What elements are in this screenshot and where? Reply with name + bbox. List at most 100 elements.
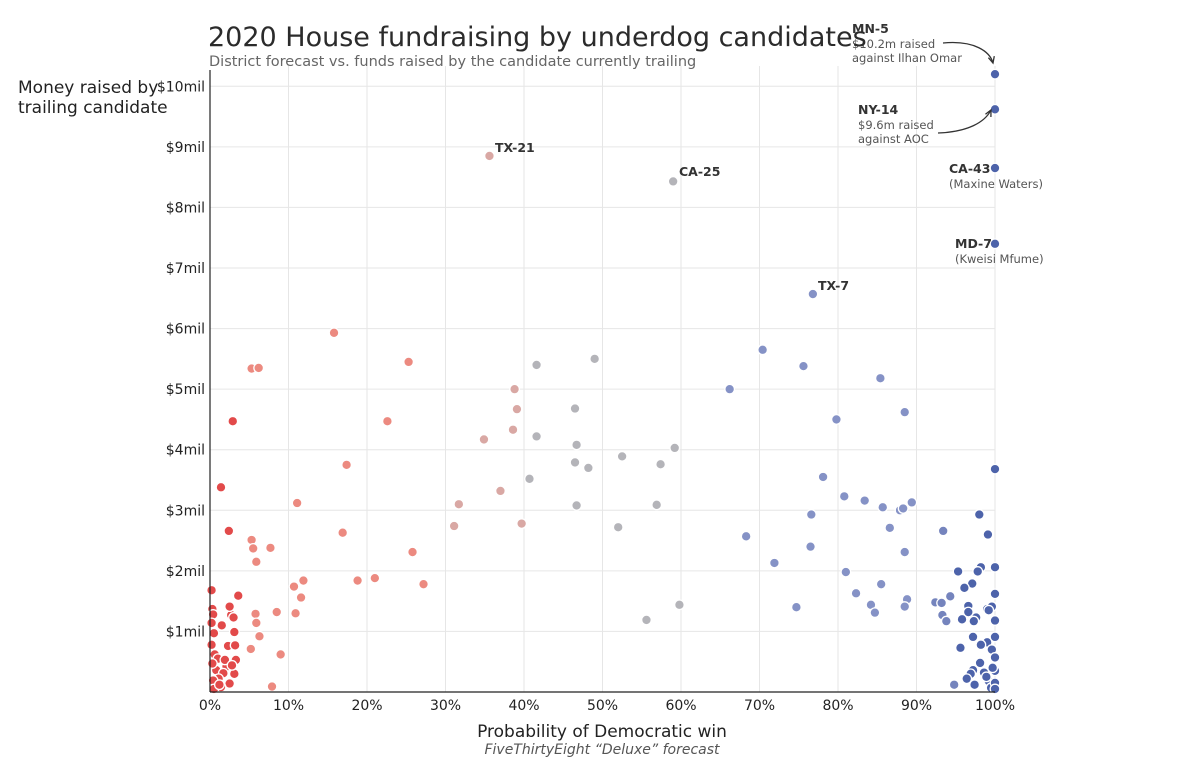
data-point xyxy=(968,615,980,627)
data-point xyxy=(874,372,886,384)
y-tick-label: $5mil xyxy=(166,382,205,398)
data-point xyxy=(969,679,981,691)
annotation-note: against AOC xyxy=(858,132,929,146)
data-point xyxy=(495,485,506,497)
data-point xyxy=(897,503,909,514)
data-point xyxy=(967,631,979,643)
data-point xyxy=(989,631,1001,643)
data-point xyxy=(229,639,241,651)
data-point xyxy=(509,383,521,395)
y-tick-label: $4mil xyxy=(166,443,205,459)
data-point xyxy=(507,424,519,436)
data-points xyxy=(206,68,1001,695)
data-point xyxy=(899,601,911,613)
data-point xyxy=(569,456,581,468)
data-point xyxy=(980,671,992,683)
data-point xyxy=(989,683,1001,695)
data-point xyxy=(531,359,543,371)
data-point xyxy=(213,679,225,691)
data-point xyxy=(805,541,816,553)
data-point xyxy=(807,288,819,300)
data-point xyxy=(962,606,974,618)
data-point xyxy=(328,327,340,339)
annotation-arrow xyxy=(937,109,992,134)
data-point xyxy=(850,587,862,599)
x-tick-label: 0% xyxy=(199,698,221,714)
data-point xyxy=(989,68,1001,80)
data-point xyxy=(944,590,956,602)
data-point xyxy=(817,471,829,483)
data-point xyxy=(290,607,302,619)
data-point xyxy=(341,459,353,471)
data-point xyxy=(989,162,1001,174)
x-tick-label: 20% xyxy=(351,698,382,714)
data-point xyxy=(989,463,1001,475)
data-point xyxy=(266,681,278,692)
data-point xyxy=(589,353,601,365)
data-point xyxy=(830,413,842,425)
annotation-label: CA-25 xyxy=(679,164,720,179)
data-point xyxy=(228,612,240,623)
annotation-label: TX-7 xyxy=(818,278,849,293)
data-point xyxy=(297,575,309,586)
y-tick-label: $8mil xyxy=(166,200,205,216)
data-point xyxy=(206,617,218,629)
annotation-label: CA-43 xyxy=(949,161,990,176)
data-point xyxy=(899,406,911,418)
chart-title: 2020 House fundraising by underdog candi… xyxy=(208,22,867,53)
data-point xyxy=(250,556,262,568)
data-point xyxy=(254,630,265,642)
data-point xyxy=(582,462,594,474)
data-point xyxy=(667,175,679,187)
y-tick-label: $7mil xyxy=(166,261,205,277)
data-point xyxy=(669,442,681,454)
data-point xyxy=(418,578,429,590)
data-point xyxy=(936,597,948,609)
data-point xyxy=(973,509,985,520)
source-note: FiveThirtyEight “Deluxe” forecast xyxy=(484,742,720,758)
data-point xyxy=(651,499,663,511)
data-point xyxy=(955,642,966,654)
data-point xyxy=(226,659,238,671)
grid xyxy=(210,66,996,692)
y-tick-label: $1mil xyxy=(166,624,205,640)
data-point xyxy=(224,601,236,613)
data-point xyxy=(869,607,881,619)
data-point xyxy=(673,599,685,611)
data-point xyxy=(569,403,581,414)
data-point xyxy=(798,360,809,372)
data-point xyxy=(271,606,283,618)
data-point xyxy=(524,473,535,485)
y-tick-label: $10mil xyxy=(157,79,205,95)
data-point xyxy=(206,584,218,596)
data-point xyxy=(884,522,896,534)
data-point xyxy=(453,498,465,510)
axes: 0% 10% 20% 30% 40% 50% 60% 70% 80% 90% 100% $1mil $2… xyxy=(157,70,1015,714)
annotation-note: $9.6m raised xyxy=(858,118,934,132)
annotation-label: NY-14 xyxy=(858,102,899,117)
data-point xyxy=(291,497,303,509)
data-point xyxy=(228,626,240,638)
data-point xyxy=(275,648,287,660)
data-point xyxy=(223,525,235,537)
y-axis-label-line-1: Money raised by xyxy=(18,78,158,98)
data-point xyxy=(381,415,393,427)
data-point xyxy=(206,639,218,651)
data-point xyxy=(369,572,381,584)
data-point xyxy=(975,639,987,651)
chart-subtitle: District forecast vs. funds raised by th… xyxy=(209,54,696,70)
data-point xyxy=(641,614,652,626)
data-point xyxy=(989,103,1001,115)
data-point xyxy=(961,673,973,685)
data-point xyxy=(516,518,528,530)
data-point xyxy=(247,542,259,554)
data-point xyxy=(448,520,460,532)
x-tick-label: 80% xyxy=(822,698,853,714)
x-tick-label: 30% xyxy=(430,698,461,714)
data-point xyxy=(612,521,624,533)
annotation-arrowhead xyxy=(985,108,992,118)
data-point xyxy=(877,501,889,513)
data-point xyxy=(264,542,276,554)
data-point xyxy=(958,582,970,594)
